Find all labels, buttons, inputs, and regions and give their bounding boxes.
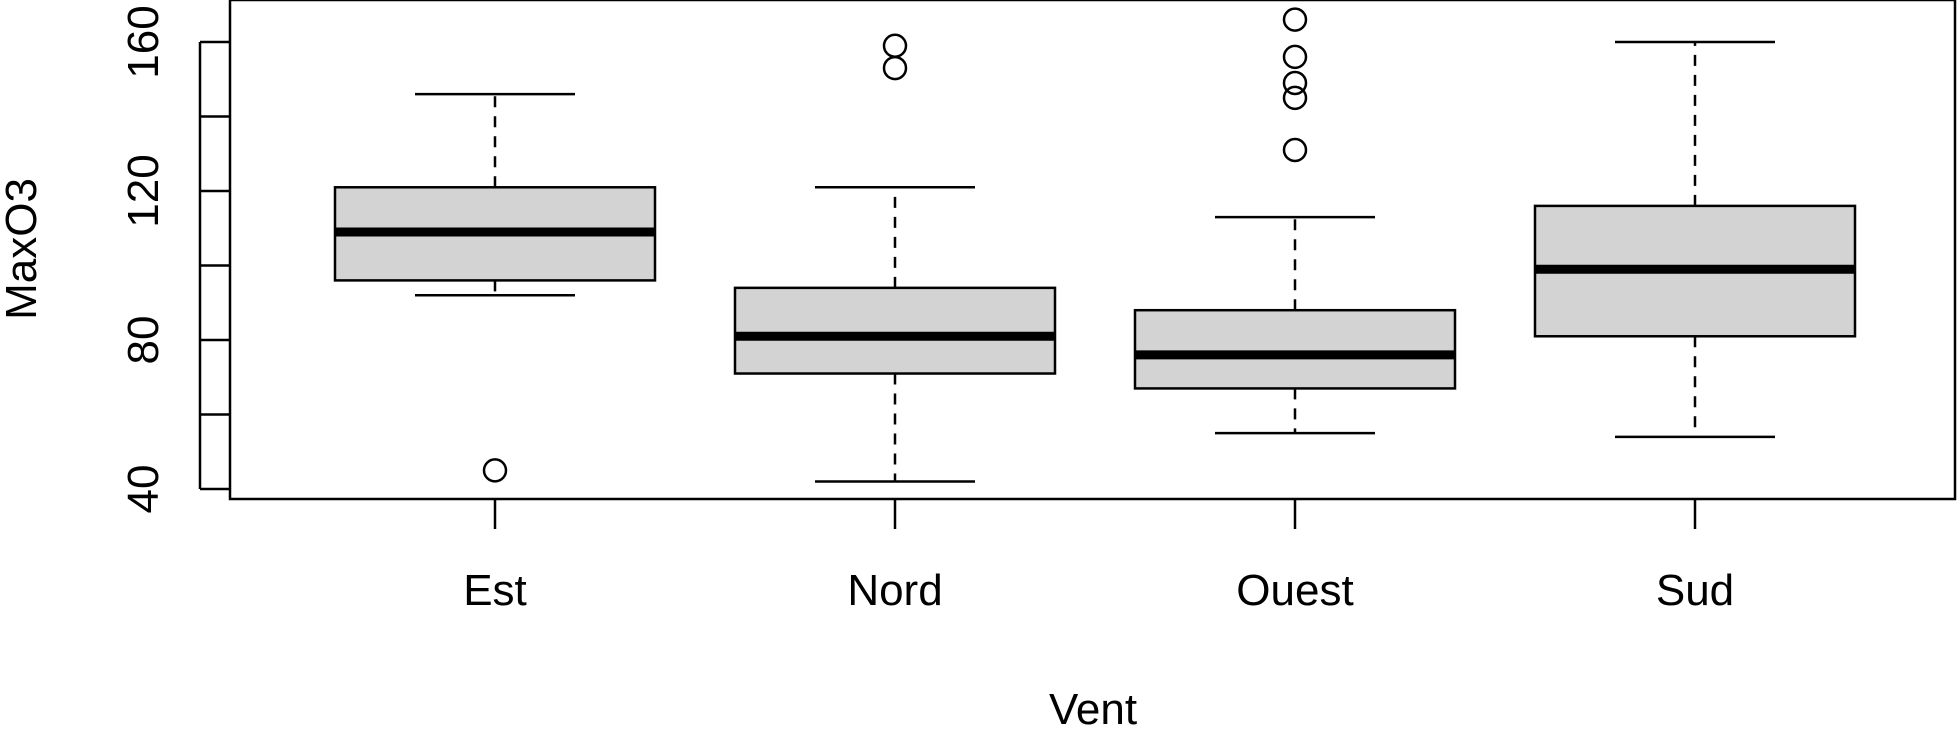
y-tick-label: 120 bbox=[119, 154, 168, 227]
x-tick-label: Nord bbox=[847, 566, 942, 615]
y-tick-label: 80 bbox=[119, 316, 168, 365]
plot-area-frame bbox=[228, 0, 1957, 501]
x-tick-label: Ouest bbox=[1236, 566, 1353, 615]
box-group-est bbox=[333, 92, 657, 483]
x-tick-label: Sud bbox=[1656, 566, 1734, 615]
boxes-layer bbox=[333, 7, 1857, 483]
outlier-point bbox=[1282, 44, 1308, 70]
axes-layer: Est Nord Ouest Sud 40 80 120 160 bbox=[119, 5, 1734, 615]
box-group-ouest bbox=[1133, 7, 1457, 435]
outlier-point bbox=[882, 33, 908, 58]
outlier-point bbox=[882, 55, 908, 81]
outlier-point bbox=[1282, 7, 1308, 32]
y-tick-label: 40 bbox=[119, 465, 168, 514]
iqr-box bbox=[1133, 308, 1457, 390]
outlier-point bbox=[482, 458, 508, 483]
x-tick-label: Est bbox=[463, 566, 527, 615]
outlier-point bbox=[1282, 137, 1308, 163]
outlier-point bbox=[1282, 85, 1308, 111]
y-axis-label: MaxO3 bbox=[0, 178, 46, 320]
box-group-sud bbox=[1533, 40, 1857, 439]
outlier-point bbox=[1282, 70, 1308, 96]
y-tick-label: 160 bbox=[119, 5, 168, 78]
x-axis-label: Vent bbox=[1049, 685, 1137, 730]
iqr-box bbox=[733, 286, 1057, 375]
box-group-nord bbox=[733, 33, 1057, 483]
